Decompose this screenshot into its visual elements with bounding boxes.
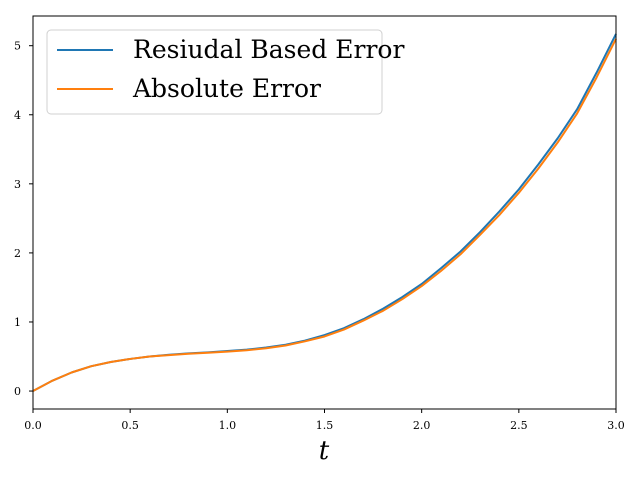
x-tick-label: 1.0 — [219, 419, 237, 432]
legend-label-residual: Resiudal Based Error — [133, 35, 404, 64]
series-line-1 — [32, 38, 617, 392]
y-tick-label: 3 — [14, 178, 21, 191]
x-tick-label: 2.5 — [510, 419, 528, 432]
series-layer — [32, 33, 617, 392]
x-axis-title: t — [319, 436, 330, 466]
legend: Resiudal Based Error Absolute Error — [46, 29, 404, 115]
legend-box — [46, 29, 383, 115]
y-tick-label: 2 — [14, 247, 21, 260]
y-tick-label: 4 — [14, 109, 21, 122]
y-tick-label: 1 — [14, 316, 21, 329]
x-tick-label: 1.5 — [316, 419, 334, 432]
x-tick-label: 2.0 — [413, 419, 431, 432]
y-axis: 0 1 2 3 4 5 — [14, 40, 33, 398]
y-tick-label: 0 — [14, 385, 21, 398]
x-tick-label: 3.0 — [607, 419, 625, 432]
legend-label-absolute: Absolute Error — [132, 74, 321, 103]
x-tick-label: 0.5 — [121, 419, 139, 432]
x-axis: 0.0 0.5 1.0 1.5 2.0 2.5 3.0 — [24, 409, 625, 432]
x-tick-label: 0.0 — [24, 419, 42, 432]
y-tick-label: 5 — [14, 40, 21, 53]
